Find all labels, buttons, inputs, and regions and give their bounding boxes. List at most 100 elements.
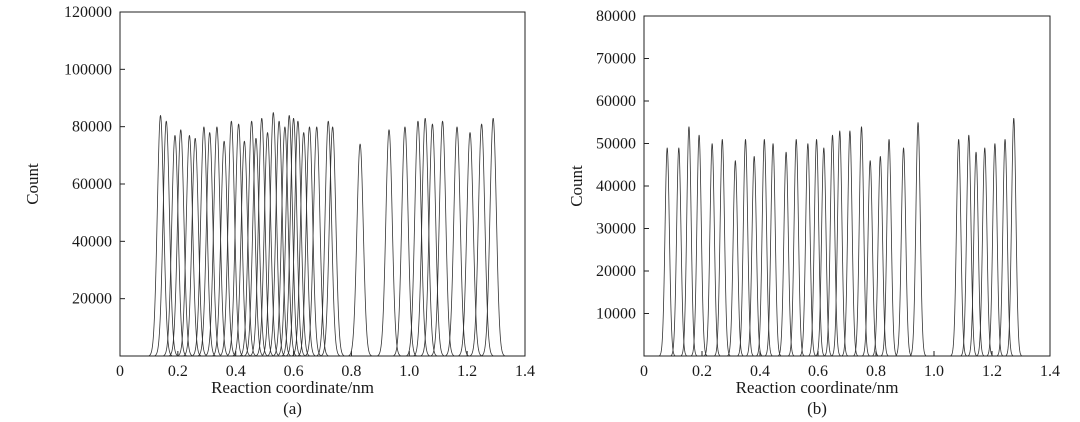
window-histogram-peak: [799, 143, 816, 357]
window-histogram-peak: [680, 126, 698, 356]
window-histogram-peak: [286, 120, 310, 356]
x-tick-label: 0: [116, 363, 124, 380]
y-tick-label: 60000: [72, 176, 112, 193]
window-histogram-peak: [267, 120, 291, 356]
y-tick-label: 40000: [72, 233, 112, 250]
window-histogram-peak: [831, 130, 848, 356]
window-histogram-peak: [320, 126, 345, 357]
x-tick-label: 0.4: [226, 363, 246, 380]
y-tick-label: 10000: [596, 306, 636, 323]
window-histogram-peak: [277, 115, 301, 356]
x-tick-label: 1.0: [399, 363, 419, 380]
window-histogram-peak: [219, 120, 244, 356]
window-histogram-peak: [815, 147, 832, 357]
y-axis-title: Count: [23, 163, 42, 205]
x-tick-label: 0.2: [168, 363, 188, 380]
window-histogram-peak: [659, 147, 676, 357]
y-tick-label: 60000: [596, 93, 636, 110]
window-histogram-peak: [853, 126, 870, 356]
y-tick-label: 20000: [596, 263, 636, 280]
window-histogram-peak: [976, 147, 993, 357]
window-histogram-peak: [377, 129, 401, 357]
window-histogram-peak: [950, 139, 967, 356]
window-histogram-peak: [305, 126, 329, 357]
y-tick-label: 70000: [596, 51, 636, 68]
window-histogram-peak: [756, 139, 773, 356]
x-tick-label: 0.4: [750, 363, 770, 380]
window-histogram-peak: [691, 134, 708, 356]
window-histogram-peak: [250, 117, 274, 356]
y-tick-label: 80000: [596, 8, 636, 25]
x-tick-label: 0: [640, 363, 648, 380]
window-histogram-peak: [226, 123, 251, 357]
window-histogram-peak: [261, 112, 285, 356]
window-histogram-peak: [292, 132, 316, 357]
window-histogram-peak: [960, 134, 977, 356]
y-tick-label: 40000: [596, 178, 636, 195]
window-histogram-peak: [232, 140, 257, 357]
window-histogram-peak: [273, 126, 297, 357]
x-axis-title: Reaction coordinate/nm: [211, 378, 374, 397]
window-histogram-peak: [996, 139, 1014, 356]
y-tick-label: 50000: [596, 136, 636, 153]
window-histogram-peak: [458, 132, 482, 357]
window-histogram-peak: [895, 147, 912, 357]
window-histogram-peak: [880, 139, 898, 356]
x-tick-label: 1.0: [924, 363, 944, 380]
y-tick-label: 20000: [72, 291, 112, 308]
window-histogram-peak: [316, 120, 340, 356]
window-histogram-peak: [413, 117, 437, 356]
chart-panel-a: 0 0.2 0.4 0.6 0.8 1.0 1.2 1.4 20000 40000 60000 800…: [23, 4, 535, 418]
window-histogram-peak: [765, 143, 782, 357]
panel-label: (a): [283, 399, 302, 418]
window-histogram-peak: [154, 120, 178, 356]
y-axis-title: Count: [567, 165, 586, 207]
window-histogram-peak: [420, 123, 445, 357]
window-histogram-peak: [255, 132, 280, 357]
window-histogram-peak: [824, 134, 841, 356]
window-histogram-peak: [177, 135, 202, 357]
window-histogram-peak: [788, 139, 805, 356]
window-histogram-peak: [163, 135, 187, 357]
window-histogram-peak: [297, 126, 322, 357]
x-tick-label: 1.4: [1040, 363, 1060, 380]
window-histogram-peak: [205, 126, 229, 357]
panel-label: (b): [807, 399, 827, 418]
window-histogram-peak: [148, 115, 173, 356]
x-tick-label: 1.2: [457, 363, 477, 380]
y-tick-label: 30000: [596, 221, 636, 238]
y-tick-label: 120000: [64, 4, 112, 21]
window-histogram-peak: [244, 138, 268, 357]
window-histogram-peak: [469, 123, 494, 357]
window-histogram-peak: [1005, 117, 1022, 356]
x-tick-label: 1.4: [515, 363, 535, 380]
window-histogram-peak: [406, 120, 430, 356]
x-axis-title: Reaction coordinate/nm: [736, 378, 899, 397]
window-histogram-peak: [192, 126, 216, 357]
window-histogram-peak: [968, 151, 985, 357]
x-tick-label: 0.8: [866, 363, 886, 380]
window-histogram-peak: [445, 126, 469, 357]
window-histogram-peak: [198, 132, 222, 357]
window-histogram-peak: [212, 140, 236, 357]
x-tick-label: 1.2: [982, 363, 1002, 380]
window-histogram-peak: [348, 143, 372, 357]
window-histogram-peak: [841, 130, 858, 356]
plot-frame: [643, 15, 1051, 357]
window-histogram-peak: [281, 117, 306, 356]
x-tick-label: 0.6: [808, 363, 828, 380]
window-histogram-peak: [239, 120, 264, 356]
window-histogram-peak: [704, 143, 721, 357]
window-histogram-peak: [737, 139, 754, 356]
y-tick-label: 80000: [72, 119, 112, 136]
window-histogram-peak: [430, 120, 455, 356]
window-histogram-peak: [393, 126, 417, 357]
window-histogram-peak: [986, 143, 1003, 357]
window-histogram-peak: [909, 122, 927, 356]
x-tick-label: 0.8: [341, 363, 361, 380]
window-histogram-peak: [808, 139, 825, 356]
y-tick-label: 100000: [64, 61, 112, 78]
window-histogram-peak: [872, 156, 889, 357]
x-tick-label: 0.2: [692, 363, 712, 380]
